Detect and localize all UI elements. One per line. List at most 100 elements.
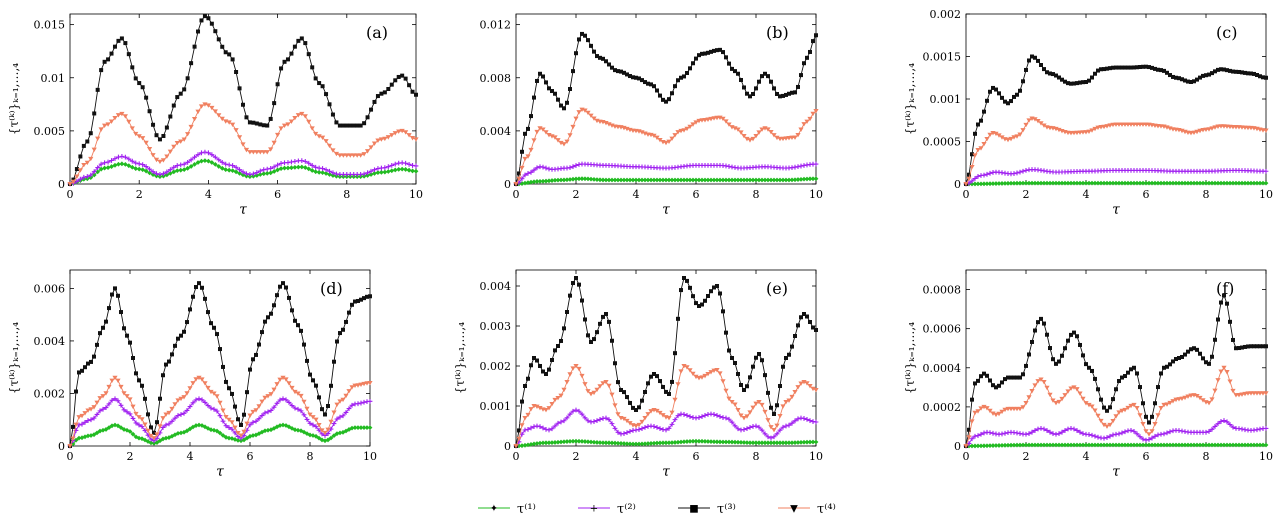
data-point: [1186, 79, 1190, 84]
data-point: [358, 123, 363, 128]
data-point: [91, 415, 97, 421]
data-point: [137, 378, 141, 383]
data-point: [106, 384, 112, 390]
data-point: [657, 138, 663, 143]
legend-label-3: τ⁽³⁾: [717, 502, 736, 517]
data-point: [1056, 399, 1062, 405]
data-point: [317, 395, 321, 400]
data-point: [253, 418, 259, 424]
data-point: [149, 425, 153, 430]
data-point: [783, 177, 789, 183]
data-point: [334, 402, 340, 408]
data-point: [735, 177, 741, 183]
data-point: [630, 177, 636, 183]
data-point: [143, 168, 149, 174]
data-point: [531, 424, 537, 430]
data-point: [278, 166, 284, 172]
data-point: [351, 123, 356, 128]
data-point: [1053, 442, 1059, 448]
data-point: [358, 400, 364, 406]
data-point: [1195, 77, 1199, 82]
data-point: [310, 433, 316, 438]
data-point: [277, 397, 283, 403]
data-point: [1071, 180, 1077, 186]
data-point: [1161, 402, 1167, 408]
data-point: [1167, 180, 1173, 186]
data-point: [795, 164, 801, 170]
data-point: [116, 161, 121, 167]
data-point: [175, 431, 181, 436]
data-point: [1060, 353, 1064, 358]
data-point: [1134, 405, 1140, 411]
data-point: [200, 285, 204, 290]
data-point: [1000, 95, 1004, 100]
data-point: [723, 119, 729, 124]
data-point: [325, 427, 331, 432]
data-point: [1137, 180, 1143, 186]
data-point: [1192, 346, 1196, 351]
data-point: [164, 172, 170, 178]
data-point: [163, 412, 169, 417]
data-point: [663, 427, 669, 433]
data-point: [115, 378, 121, 383]
data-point: [1027, 352, 1031, 357]
data-point: [74, 389, 78, 394]
data-point: [94, 412, 100, 417]
x-tick-label: 2: [1023, 188, 1030, 201]
data-point: [786, 440, 792, 446]
data-point: [181, 137, 187, 142]
data-point: [1035, 442, 1041, 448]
data-point: [564, 139, 570, 144]
data-point: [531, 167, 537, 173]
data-point: [220, 408, 226, 413]
data-point: [654, 408, 660, 414]
data-point: [655, 88, 659, 93]
data-point: [741, 177, 747, 183]
data-point: [224, 379, 228, 384]
y-tick-label: 0: [504, 440, 511, 453]
data-point: [1101, 435, 1107, 441]
data-point: [636, 441, 642, 447]
data-point: [540, 425, 546, 431]
data-point: [672, 440, 678, 445]
x-axis-label: τ: [216, 464, 224, 480]
data-point: [1008, 180, 1014, 186]
data-point: [112, 115, 118, 121]
data-point: [601, 56, 605, 61]
data-point: [296, 323, 300, 328]
data-point: [724, 55, 728, 60]
data-point: [1158, 180, 1164, 186]
data-point: [368, 294, 372, 299]
data-point: [151, 122, 156, 127]
data-point: [1144, 64, 1148, 69]
data-point: [666, 139, 672, 144]
data-point: [1207, 361, 1211, 366]
data-point: [129, 158, 135, 164]
data-point: [124, 394, 130, 399]
data-point: [1002, 442, 1008, 448]
data-point: [1147, 420, 1151, 425]
data-point: [344, 319, 348, 324]
data-point: [1230, 424, 1236, 430]
data-point: [768, 177, 774, 183]
data-point: [556, 97, 560, 102]
data-point: [1104, 442, 1110, 448]
data-point: [997, 91, 1001, 96]
data-point: [285, 165, 291, 171]
data-point: [558, 419, 564, 425]
data-point: [633, 177, 639, 183]
data-point: [265, 394, 271, 399]
data-point: [1125, 180, 1131, 186]
series-3: [68, 281, 372, 448]
data-point: [352, 425, 358, 431]
data-point: [288, 119, 295, 124]
data-point: [693, 120, 699, 125]
data-point: [678, 128, 684, 134]
data-point: [1107, 180, 1113, 186]
data-point: [595, 54, 599, 59]
data-point: [206, 310, 210, 315]
data-point: [1134, 442, 1140, 448]
data-point: [262, 395, 268, 401]
data-point: [715, 48, 719, 53]
data-point: [319, 428, 325, 433]
